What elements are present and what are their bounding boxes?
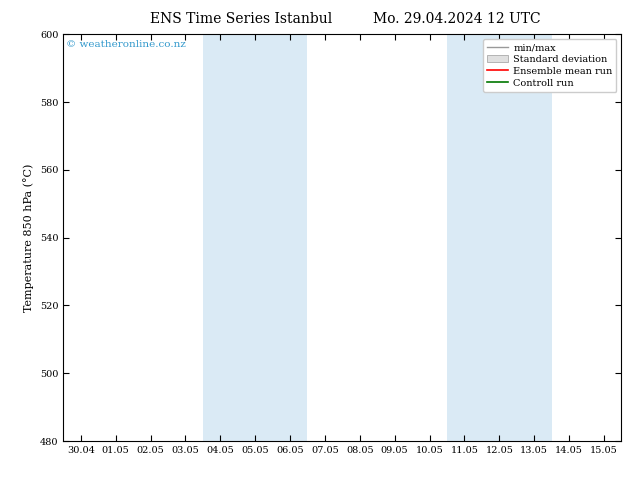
Bar (447, 34, 552, 441)
Bar (203, 34, 307, 441)
Text: ENS Time Series Istanbul: ENS Time Series Istanbul (150, 12, 332, 26)
Text: © weatheronline.co.nz: © weatheronline.co.nz (66, 40, 186, 49)
Text: Mo. 29.04.2024 12 UTC: Mo. 29.04.2024 12 UTC (373, 12, 540, 26)
Legend: min/max, Standard deviation, Ensemble mean run, Controll run: min/max, Standard deviation, Ensemble me… (483, 39, 616, 92)
Y-axis label: Temperature 850 hPa (°C): Temperature 850 hPa (°C) (23, 164, 34, 312)
